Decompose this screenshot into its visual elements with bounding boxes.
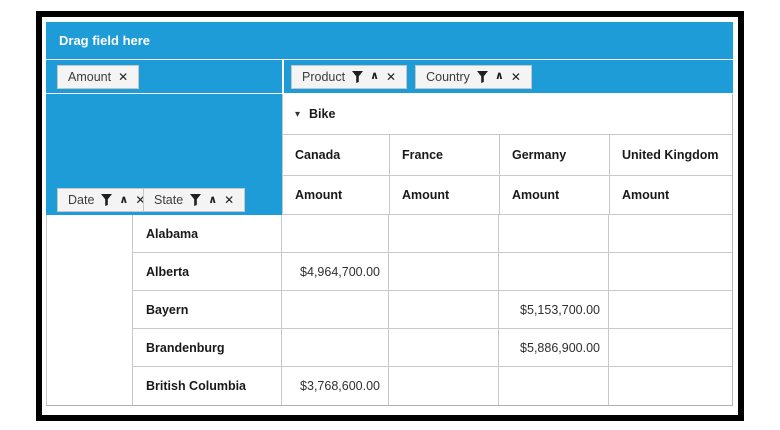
value-cell — [389, 329, 499, 367]
date-field-button[interactable]: Date ∧ ✕ — [57, 188, 157, 212]
value-cell — [389, 215, 499, 253]
row-header-brandenburg: Brandenburg — [133, 329, 282, 367]
value-cell — [609, 367, 732, 405]
value-header: Amount — [500, 176, 610, 215]
columns-drop-area[interactable]: Product ∧ ✕ Country ∧ ✕ — [284, 60, 733, 93]
value-header: Amount — [610, 176, 732, 215]
filter-icon[interactable] — [101, 194, 113, 206]
rows-wrap: Alabama Alberta $4,964,700.00 — [133, 215, 732, 405]
value-cell — [609, 291, 732, 329]
row-header-alberta: Alberta — [133, 253, 282, 291]
table-row: Alberta $4,964,700.00 — [133, 253, 732, 291]
column-header-germany: Germany — [500, 135, 610, 176]
rows-drop-area[interactable]: Date ∧ ✕ State ∧ ✕ — [46, 94, 282, 215]
value-cell: $4,964,700.00 — [282, 253, 389, 291]
value-cell — [499, 215, 609, 253]
column-header-canada: Canada — [283, 135, 390, 176]
pivot-grid: Date ∧ ✕ State ∧ ✕ — [46, 94, 733, 406]
value-cell — [609, 215, 732, 253]
table-row: British Columbia $3,768,600.00 — [133, 367, 732, 405]
filters-drop-area[interactable]: Drag field here — [46, 22, 733, 59]
country-header-row: Canada France Germany United Kingdom — [283, 135, 732, 176]
filter-icon[interactable] — [190, 194, 202, 206]
value-cell — [499, 367, 609, 405]
value-cell: $5,153,700.00 — [499, 291, 609, 329]
remove-icon[interactable]: ✕ — [135, 193, 146, 207]
sort-icon[interactable]: ∧ — [370, 70, 380, 82]
state-field-button[interactable]: State ∧ ✕ — [143, 188, 246, 212]
value-header: Amount — [283, 176, 390, 215]
value-header: Amount — [390, 176, 500, 215]
sort-icon[interactable]: ∧ — [119, 193, 129, 206]
table-row: Brandenburg $5,886,900.00 — [133, 329, 732, 367]
state-field-label: State — [154, 193, 184, 207]
amount-field-button[interactable]: Amount ✕ — [57, 64, 140, 89]
date-field-label: Date — [68, 193, 95, 207]
column-header-united-kingdom: United Kingdom — [610, 135, 732, 176]
value-cell — [499, 253, 609, 291]
column-group-header-bike[interactable]: ▾ Bike — [283, 94, 732, 135]
data-rows: Alabama Alberta $4,964,700.00 — [46, 215, 733, 406]
value-cell — [282, 291, 389, 329]
value-cell — [389, 367, 499, 405]
product-field-label: Product — [302, 69, 346, 84]
filter-icon[interactable] — [476, 70, 488, 83]
remove-icon[interactable]: ✕ — [510, 69, 521, 84]
remove-icon[interactable]: ✕ — [118, 69, 129, 84]
value-cell — [389, 253, 499, 291]
value-cell: $3,768,600.00 — [282, 367, 389, 405]
value-cell — [609, 329, 732, 367]
demo-frame: Drag field here Amount ✕ Product ∧ ✕ — [36, 11, 744, 421]
row-header-british-columbia: British Columbia — [133, 367, 282, 405]
remove-icon[interactable]: ✕ — [386, 69, 397, 84]
value-cell — [389, 291, 499, 329]
table-row: Alabama — [133, 215, 732, 253]
row-header-alabama: Alabama — [133, 215, 282, 253]
values-drop-area[interactable]: Amount ✕ — [46, 60, 282, 93]
pivot-view: Drag field here Amount ✕ Product ∧ ✕ — [46, 22, 733, 406]
column-header-france: France — [390, 135, 500, 176]
table-row: Bayern $5,153,700.00 — [133, 291, 732, 329]
filters-drop-placeholder: Drag field here — [59, 33, 151, 48]
row-header-bayern: Bayern — [133, 291, 282, 329]
date-row-header-cell — [47, 215, 133, 405]
value-header-row: Amount Amount Amount Amount — [283, 176, 732, 215]
collapse-icon[interactable]: ▾ — [295, 108, 301, 120]
product-field-button[interactable]: Product ∧ ✕ — [291, 64, 408, 89]
country-field-button[interactable]: Country ∧ ✕ — [415, 64, 532, 89]
value-cell — [282, 215, 389, 253]
column-group-label: Bike — [309, 107, 336, 121]
sort-icon[interactable]: ∧ — [494, 70, 504, 82]
filter-icon[interactable] — [352, 70, 364, 83]
country-field-label: Country — [426, 69, 470, 84]
value-cell — [609, 253, 732, 291]
value-cell: $5,886,900.00 — [499, 329, 609, 367]
amount-field-label: Amount — [68, 69, 112, 84]
value-cell — [282, 329, 389, 367]
sort-icon[interactable]: ∧ — [208, 193, 218, 206]
column-headers: ▾ Bike Canada France Germany United King… — [282, 94, 733, 215]
remove-icon[interactable]: ✕ — [224, 193, 235, 207]
